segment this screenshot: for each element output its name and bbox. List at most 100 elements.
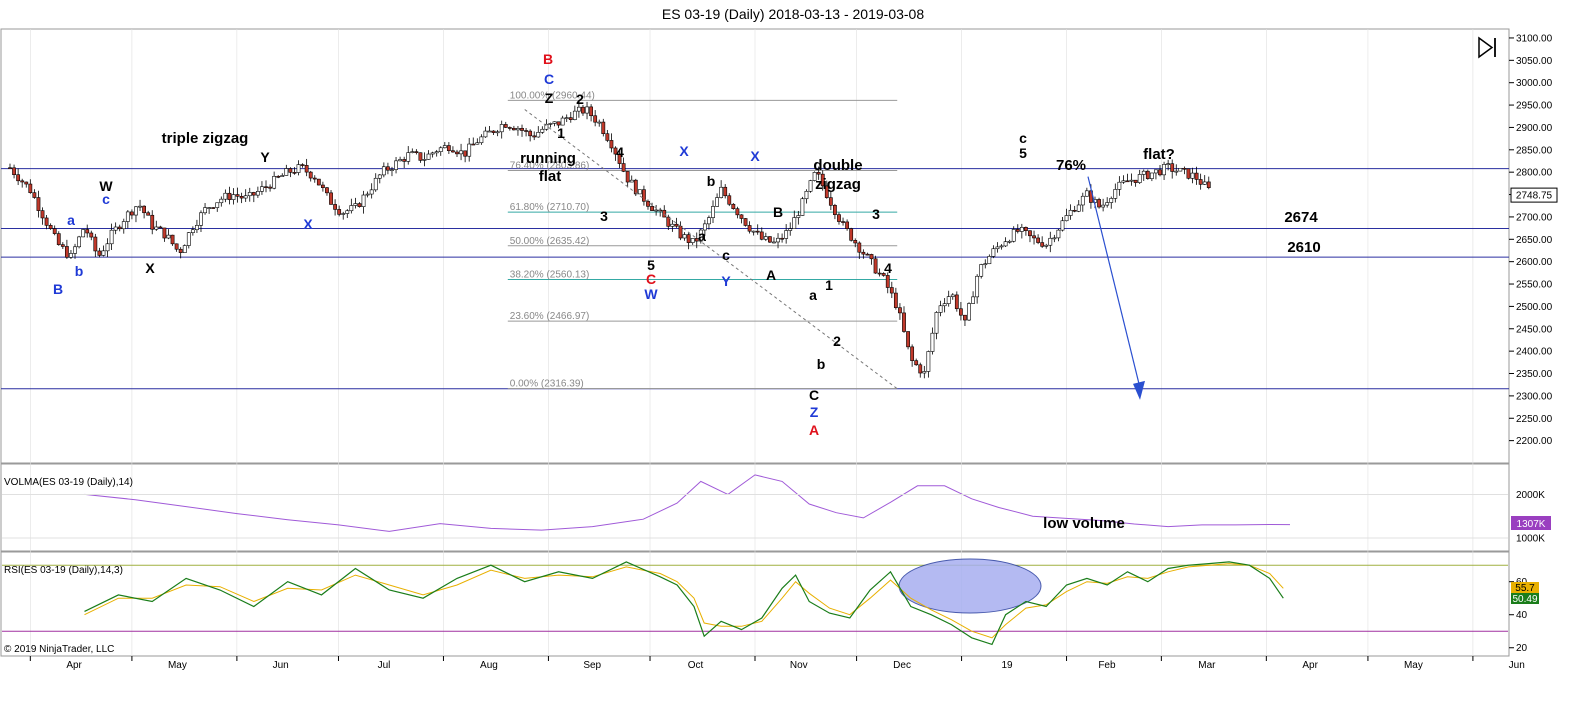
- candle-body: [386, 166, 390, 171]
- candle-body: [613, 147, 618, 155]
- candle-body: [1174, 170, 1179, 173]
- candle-body: [808, 180, 813, 192]
- candle-body: [1019, 227, 1024, 232]
- candle-body: [906, 331, 910, 348]
- candle-body: [491, 130, 496, 133]
- last-price-badge: 2748.75: [1510, 187, 1558, 203]
- candle-body: [272, 175, 277, 189]
- candle-body: [89, 232, 94, 238]
- candle-body: [219, 198, 224, 204]
- candle-body: [113, 226, 118, 231]
- candle-body: [186, 232, 191, 246]
- rsi-signal-line: [84, 563, 1284, 639]
- candle-body: [349, 205, 354, 212]
- candle-body: [1109, 198, 1114, 203]
- candle-body: [495, 131, 500, 134]
- candle-body: [373, 177, 378, 191]
- candle-body: [650, 206, 654, 211]
- candle-body: [1007, 240, 1012, 243]
- candle-body: [312, 177, 317, 180]
- candle-body: [345, 210, 350, 214]
- candle-body: [780, 237, 784, 240]
- price-tick-label: 2500.00: [1516, 302, 1553, 313]
- wave-label: 2: [833, 333, 841, 349]
- candle-body: [516, 127, 520, 131]
- candle-body: [1032, 235, 1036, 239]
- price-tick-label: 2400.00: [1516, 347, 1553, 358]
- candle-body: [654, 209, 659, 212]
- candle-body: [459, 150, 463, 155]
- candle-body: [804, 190, 809, 200]
- candle-body: [735, 208, 740, 216]
- candle-body: [910, 346, 915, 361]
- candle-body: [1072, 209, 1077, 212]
- rsi-indicator-label: RSI(ES 03-19 (Daily),14,3): [4, 565, 123, 576]
- candle-body: [162, 227, 167, 239]
- wave-label: c: [102, 191, 110, 207]
- candle-body: [922, 371, 927, 374]
- volume-average-line: [84, 474, 1291, 532]
- wave-label: B: [543, 51, 553, 67]
- wave-label: X: [750, 148, 760, 164]
- candle-body: [702, 223, 707, 231]
- candle-body: [28, 183, 33, 193]
- grid: [30, 29, 1474, 656]
- level-label-2610: 2610: [1287, 239, 1320, 256]
- candle-body: [296, 164, 301, 173]
- wave-label: X: [303, 216, 313, 232]
- candle-body: [934, 312, 939, 334]
- price-tick-label: 2450.00: [1516, 324, 1553, 335]
- candle-body: [247, 192, 252, 197]
- candle-body: [946, 296, 951, 304]
- candle-body: [918, 364, 923, 374]
- candle-body: [138, 205, 142, 208]
- candle-body: [865, 253, 870, 256]
- wave-label: C: [646, 271, 656, 287]
- candle-body: [581, 106, 585, 114]
- candle-body: [723, 186, 728, 197]
- candle-body: [873, 258, 878, 274]
- candle-body: [1015, 229, 1020, 232]
- price-tick-label: 2950.00: [1516, 101, 1553, 112]
- wave-label: c: [722, 247, 730, 263]
- candle-body: [520, 127, 524, 131]
- candle-body: [1003, 241, 1008, 247]
- fib-level-label: 76.40% (2803.86): [510, 160, 590, 171]
- candle-body: [1198, 179, 1203, 185]
- wave-label: c: [1019, 130, 1027, 146]
- candle-body: [776, 237, 780, 243]
- candle-body: [264, 186, 268, 189]
- volume-indicator-label: VOLMA(ES 03-19 (Daily),14): [4, 477, 133, 488]
- candle-body: [12, 167, 16, 175]
- candle-body: [593, 115, 598, 123]
- fib-level-label: 100.00% (2960.44): [510, 90, 595, 101]
- wave-label: A: [766, 267, 776, 283]
- candle-body: [325, 187, 329, 194]
- fib-level-label: 61.80% (2710.70): [510, 202, 590, 213]
- candle-body: [146, 212, 151, 216]
- volume-tick-label: 2000K: [1516, 490, 1545, 501]
- candle-body: [763, 236, 768, 240]
- scroll-to-end-button[interactable]: [1478, 36, 1496, 59]
- wave-label: Y: [260, 149, 270, 165]
- candle-body: [743, 218, 748, 226]
- wave-label: 3: [600, 208, 608, 224]
- candle-body: [987, 256, 992, 265]
- candle-body: [609, 140, 614, 149]
- price-tick-label: 2250.00: [1516, 414, 1553, 425]
- time-axis: Apr May Jun Jul Aug Sep Oct Nov Dec 19 Feb Mar Apr Ma…: [29, 656, 1525, 671]
- candle-body: [361, 194, 366, 207]
- candle-body: [633, 179, 638, 195]
- wave-label: W: [99, 178, 113, 194]
- candle-body: [377, 174, 382, 179]
- candle-body: [190, 229, 195, 233]
- wave-label: b: [75, 263, 84, 279]
- candle-body: [1145, 170, 1150, 179]
- candle-body: [353, 203, 358, 206]
- candle-body: [1068, 209, 1073, 216]
- time-tick-label: Nov: [790, 660, 808, 671]
- candle-body: [178, 248, 183, 253]
- candle-body: [739, 214, 744, 219]
- volume-tick-label: 1000K: [1516, 533, 1545, 544]
